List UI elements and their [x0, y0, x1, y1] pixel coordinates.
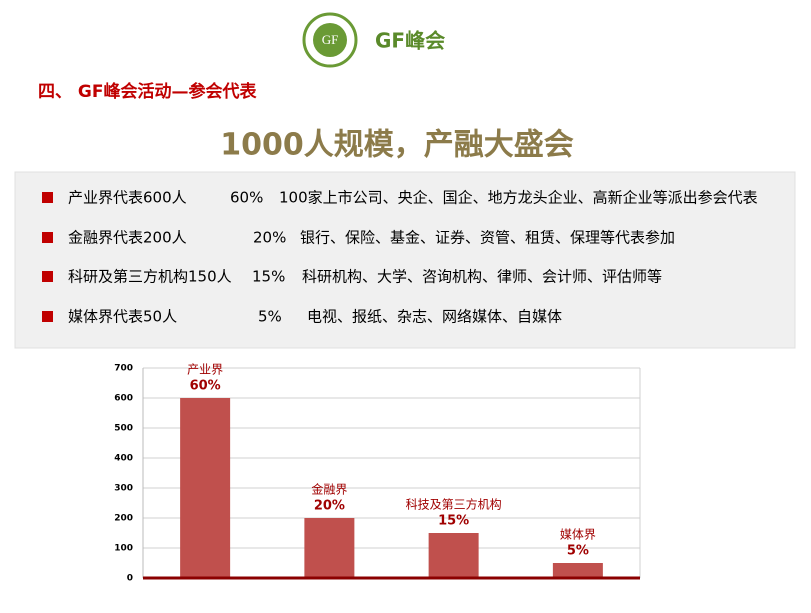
bullet	[42, 232, 53, 243]
item-share: 5%	[258, 308, 282, 326]
y-tick-label: 100	[114, 544, 133, 554]
bar	[428, 533, 479, 578]
bullet	[42, 311, 53, 322]
y-tick-label: 0	[127, 574, 133, 584]
bar-share-label: 15%	[438, 514, 469, 529]
y-tick-label: 400	[114, 454, 133, 464]
item-share: 20%	[253, 229, 286, 247]
bar-share-label: 20%	[314, 499, 345, 514]
logo-core	[313, 23, 347, 57]
item-description: 科研机构、大学、咨询机构、律师、会计师、评估师等	[302, 268, 662, 286]
bullet	[42, 192, 53, 203]
y-tick-label: 700	[114, 364, 133, 374]
item-share: 15%	[252, 268, 285, 286]
bar-share-label: 5%	[567, 544, 589, 559]
y-tick-label: 500	[114, 424, 133, 434]
bullet	[42, 271, 53, 282]
bar-category-label: 媒体界	[560, 528, 596, 542]
item-description: 电视、报纸、杂志、网络媒体、自媒体	[307, 308, 562, 326]
item-label: 金融界代表200人	[68, 229, 187, 247]
list-box	[14, 171, 796, 349]
headline: 1000人规模，产融大盛会	[220, 128, 574, 163]
item-label: 产业界代表600人	[68, 189, 187, 207]
logo-ring	[302, 12, 358, 68]
item-description: 银行、保险、基金、证券、资管、租赁、保理等代表参加	[300, 229, 675, 247]
y-tick-label: 600	[114, 394, 133, 404]
bar-share-label: 60%	[190, 379, 221, 394]
y-tick-label: 200	[114, 514, 133, 524]
item-label: 媒体界代表50人	[68, 308, 177, 326]
bar	[304, 518, 355, 578]
item-label: 科研及第三方机构150人	[68, 268, 232, 286]
bar	[552, 563, 603, 578]
item-description: 100家上市公司、央企、国企、地方龙头企业、高新企业等派出参会代表	[279, 189, 758, 207]
y-tick-label: 300	[114, 484, 133, 494]
brand: GF峰会	[375, 29, 445, 53]
logo-text: GF	[322, 32, 339, 47]
bar-category-label: 科技及第三方机构	[406, 497, 502, 512]
section-title: 四、 GF峰会活动—参会代表	[38, 81, 257, 102]
bar-category-label: 产业界	[187, 363, 223, 377]
item-share: 60%	[230, 189, 263, 207]
bar	[180, 398, 231, 578]
bar-category-label: 金融界	[311, 482, 347, 497]
